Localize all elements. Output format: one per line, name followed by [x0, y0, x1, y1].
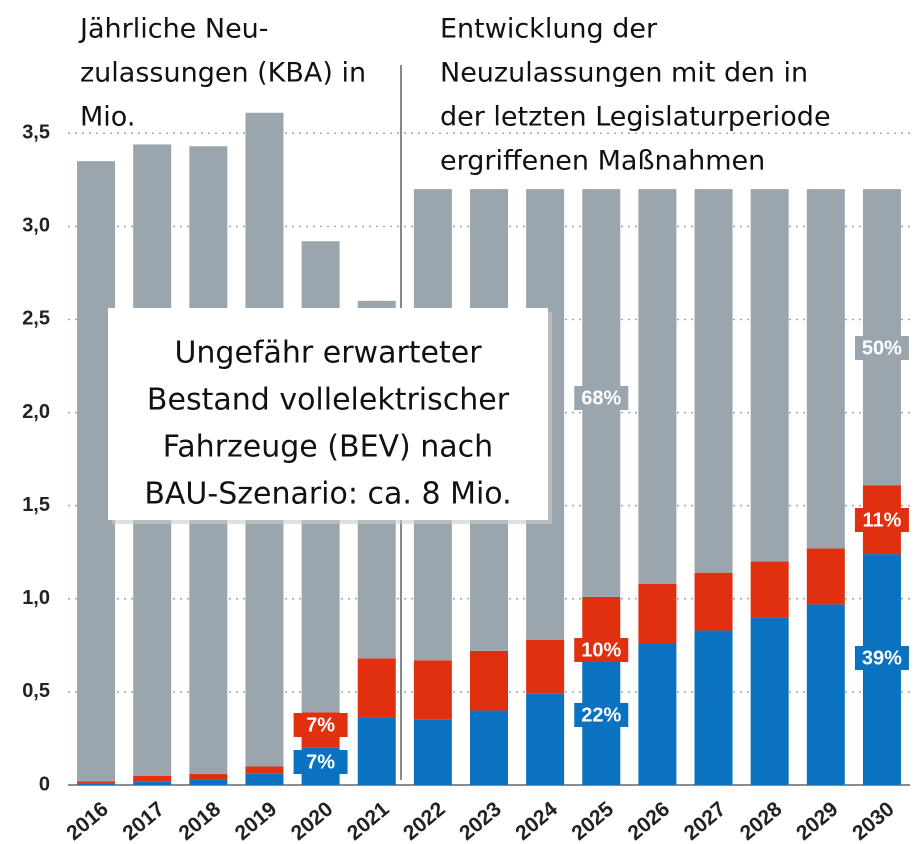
bar-segment [357, 717, 396, 785]
x-tick-label: 2025 [567, 797, 618, 844]
x-tick-label: 2023 [455, 797, 506, 844]
title-left: zulassungen (KBA) in [80, 58, 366, 89]
x-tick-label: 2022 [399, 797, 450, 844]
bar-segment [526, 693, 565, 785]
annotation-bg [854, 336, 909, 360]
annotation: 22% [581, 704, 621, 726]
bar-segment [694, 189, 733, 573]
box-text: Fahrzeuge (BEV) nach [163, 430, 493, 465]
annotation: 11% [862, 509, 901, 531]
x-tick-label: 2029 [792, 797, 843, 844]
bar-segment [638, 583, 677, 644]
title-right: Neuzulassungen mit den in [440, 58, 808, 89]
bar-segment [806, 189, 845, 549]
bar-segment [470, 650, 508, 711]
bar-segment [806, 604, 845, 785]
title-right: der letzten Legislaturperiode [440, 102, 831, 133]
x-tick-label: 2021 [343, 797, 394, 844]
bar-segment [694, 572, 733, 631]
bar-segment [750, 617, 789, 785]
annotation: 10% [581, 639, 621, 661]
y-tick-label: 1,0 [22, 587, 50, 609]
title-right: Entwicklung der [440, 14, 658, 45]
bar-segment [189, 779, 228, 785]
bar-segment [413, 719, 452, 785]
bar-segment [133, 781, 172, 785]
annotation: 68% [581, 387, 621, 409]
box-text: BAU-Szenario: ca. 8 Mio. [144, 477, 511, 512]
bar-segment [470, 710, 508, 785]
bar-segment [413, 660, 452, 720]
y-tick-label: 1,5 [22, 494, 50, 516]
y-tick-label: 2,0 [22, 401, 50, 423]
annotation-bg [293, 750, 348, 774]
x-tick-label: 2027 [680, 797, 731, 844]
x-tick-label: 2018 [175, 797, 226, 844]
bar-segment [77, 781, 116, 784]
bar-segment [133, 775, 172, 782]
bar-segment [638, 189, 677, 584]
bar-segment [750, 189, 789, 562]
bar-segment [189, 773, 228, 780]
annotation-bg [574, 638, 629, 662]
x-tick-label: 2016 [62, 797, 113, 844]
bar-segment [357, 658, 396, 718]
x-tick-label: 2017 [118, 797, 169, 844]
box-text: Bestand vollelektrischer [147, 383, 510, 418]
bar-segment [245, 766, 284, 774]
title-left: Mio. [80, 102, 135, 133]
annotation-bg [854, 508, 909, 532]
bar-segment [526, 639, 565, 694]
x-tick-label: 2024 [511, 797, 562, 844]
y-tick-label: 3,5 [22, 122, 50, 144]
box-text: Ungefähr erwarteter [174, 336, 482, 371]
x-tick-label: 2030 [848, 797, 899, 844]
title-right: ergriffenen Maßnahmen [440, 146, 765, 177]
x-tick-label: 2019 [231, 797, 282, 844]
annotation: 7% [306, 751, 335, 773]
annotation: 50% [862, 337, 902, 359]
bar-segment [245, 773, 284, 785]
y-tick-label: 2,5 [22, 308, 50, 330]
info-box [108, 308, 548, 520]
x-tick-label: 2026 [624, 797, 675, 844]
y-tick-label: 0,5 [22, 680, 50, 702]
bar-segment [77, 783, 116, 785]
title-left: Jährliche Neu- [78, 14, 269, 45]
annotation: 39% [862, 647, 902, 669]
annotation: 7% [306, 714, 335, 736]
x-tick-label: 2028 [736, 797, 787, 844]
y-tick-label: 0 [39, 773, 50, 795]
bar-segment [806, 548, 845, 605]
annotation-bg [574, 386, 629, 410]
annotation-bg [293, 713, 348, 737]
bar-segment [750, 561, 789, 618]
x-tick-label: 2020 [287, 797, 338, 844]
bar-segment [638, 643, 677, 785]
annotation-bg [854, 646, 909, 670]
y-tick-label: 3,0 [22, 215, 50, 237]
annotation-bg [574, 703, 629, 727]
bar-segment [694, 630, 733, 785]
